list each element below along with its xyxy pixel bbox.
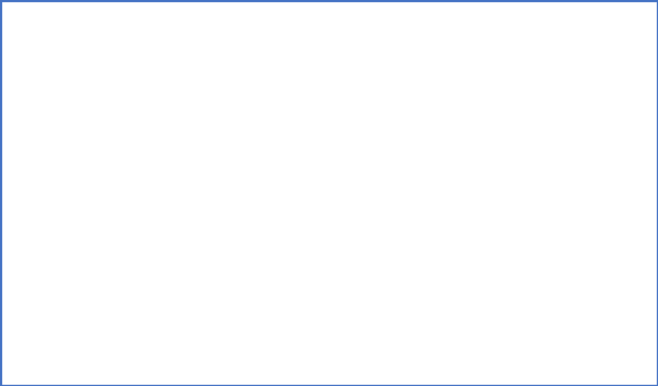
Text: Fourth Year of
Presidential
Term: Fourth Year of Presidential Term — [52, 234, 114, 265]
Text: 🐘: 🐘 — [222, 205, 226, 214]
Text: -0.23: -0.23 — [570, 140, 588, 146]
Bar — [123, 68, 243, 88]
Text: REPUBLICAN: REPUBLICAN — [215, 40, 269, 49]
Text: 16%: 16% — [274, 154, 290, 160]
Text: 1.09: 1.09 — [570, 99, 586, 105]
Text: 0.00: 0.00 — [522, 140, 539, 146]
Text: 🫏: 🫏 — [27, 36, 37, 53]
Text: Year Four of Presidential
Term: Year Four of Presidential Term — [349, 219, 436, 232]
Bar — [123, 92, 225, 112]
Text: 11%: 11% — [228, 130, 243, 136]
Text: R² (%): R² (%) — [513, 58, 540, 67]
Text: 🐘: 🐘 — [165, 36, 175, 53]
Text: Party of
President: Party of President — [72, 80, 114, 100]
Bar — [123, 147, 271, 167]
Text: 10%: 10% — [218, 246, 234, 252]
Text: No: No — [614, 223, 624, 229]
Text: 🐘: 🐘 — [203, 98, 208, 107]
Text: T-Statistic: T-Statistic — [560, 58, 603, 67]
Text: -0.13: -0.13 — [570, 181, 588, 187]
Text: INTERESTING, BUT STATISTICALLY INSIGNIFICANT: INTERESTING, BUT STATISTICALLY INSIGNIFI… — [19, 17, 232, 26]
Text: No: No — [614, 99, 624, 105]
Text: Controlling Party
in Senate: Controlling Party in Senate — [39, 135, 114, 156]
Text: 0.00: 0.00 — [522, 181, 539, 187]
Text: Party of Senate Majority: Party of Senate Majority — [349, 140, 436, 146]
Text: No: No — [614, 181, 624, 187]
Text: 13%: 13% — [246, 75, 262, 81]
Text: No: No — [614, 140, 624, 146]
Text: 1.02: 1.02 — [570, 223, 586, 229]
Text: 12%: 12% — [237, 183, 253, 188]
Text: 🫏: 🫏 — [203, 129, 208, 138]
Text: Variable: Variable — [349, 58, 385, 67]
Text: Party of President: Party of President — [349, 99, 413, 105]
Text: 🐘: 🐘 — [250, 153, 255, 162]
Text: Source: Bloomberg and Goldman Sachs Asset Management. As of November 30, 2023. ": Source: Bloomberg and Goldman Sachs Asse… — [13, 324, 556, 349]
Bar — [123, 176, 234, 195]
Text: Party of House Majority: Party of House Majority — [349, 181, 434, 187]
Text: 0.02: 0.02 — [522, 99, 539, 105]
Bar — [123, 124, 225, 143]
Text: Average Annual S&P 500 Returns Under Different Political
Regimes (%): Average Annual S&P 500 Returns Under Dif… — [11, 97, 22, 267]
Text: 11%: 11% — [228, 99, 243, 105]
Text: 🫏: 🫏 — [222, 74, 226, 83]
Text: 13%: 13% — [246, 206, 262, 212]
Text: 0.00: 0.00 — [522, 223, 539, 229]
Text: 🫏: 🫏 — [213, 181, 217, 190]
Text: Controlling Party
in House: Controlling Party in House — [39, 187, 114, 207]
Text: DEMOCRAT: DEMOCRAT — [76, 40, 124, 49]
Text: Statistically
Significant?: Statistically Significant? — [604, 56, 652, 69]
Text: LACK OF A MATERIAL RELATIONSHIP: LACK OF A MATERIAL RELATIONSHIP — [349, 17, 506, 26]
Bar — [123, 239, 215, 259]
Bar — [123, 199, 243, 219]
